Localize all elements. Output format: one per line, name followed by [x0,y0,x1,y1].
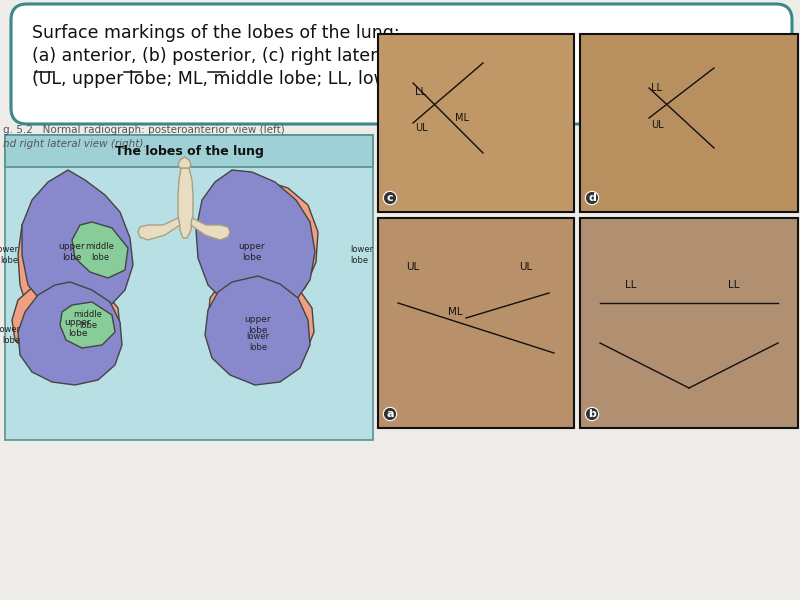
Text: upper
lobe: upper lobe [245,316,271,335]
Text: (a) anterior, (b) posterior, (c) right lateral and (d) left lateral.: (a) anterior, (b) posterior, (c) right l… [32,47,562,65]
Polygon shape [12,278,120,360]
Polygon shape [208,272,314,370]
Polygon shape [196,170,315,313]
Text: middle
lobe: middle lobe [74,310,102,329]
Polygon shape [210,180,318,305]
Text: ML: ML [448,307,462,317]
Text: lower
lobe: lower lobe [0,245,18,265]
Polygon shape [60,302,115,348]
Text: lower
lobe: lower lobe [246,332,270,352]
Text: UL: UL [406,262,419,272]
Text: nd right lateral view (right).: nd right lateral view (right). [3,139,146,149]
Text: g. 5.2   Normal radiograph: posteroanterior view (left): g. 5.2 Normal radiograph: posteroanterio… [3,125,285,135]
Text: ML: ML [455,113,469,123]
Text: LL: LL [415,87,426,97]
Text: LL: LL [651,83,662,93]
Text: LL: LL [625,280,637,290]
Text: middle
lobe: middle lobe [86,242,114,262]
Text: b: b [588,409,596,419]
Text: UL: UL [651,120,664,130]
Bar [5,135,373,167]
Polygon shape [138,218,180,240]
Text: upper
lobe: upper lobe [238,242,266,262]
Text: lower
lobe: lower lobe [350,245,373,265]
Text: c: c [386,193,394,203]
Text: upper
lobe: upper lobe [58,242,86,262]
Text: d: d [588,193,596,203]
Text: (UL, upper lobe; ML, middle lobe; LL, lower lobe).: (UL, upper lobe; ML, middle lobe; LL, lo… [32,70,462,88]
Polygon shape [22,170,133,315]
Polygon shape [72,222,128,278]
Bar [580,218,798,428]
Text: LL: LL [728,280,739,290]
Text: UL: UL [415,123,428,133]
Polygon shape [18,282,122,385]
Text: a: a [386,409,394,419]
Bar [5,135,373,440]
Bar [378,218,574,428]
FancyBboxPatch shape [11,4,792,124]
Polygon shape [205,276,310,385]
Polygon shape [18,185,122,310]
Polygon shape [178,168,193,238]
Text: upper
lobe: upper lobe [65,318,91,338]
Polygon shape [191,218,230,240]
Text: Surface markings of the lobes of the lung:: Surface markings of the lobes of the lun… [32,24,400,42]
Text: The lobes of the lung: The lobes of the lung [114,145,263,157]
Text: UL: UL [519,262,532,272]
Text: lower
lobe: lower lobe [0,325,20,344]
Bar [378,34,574,212]
Polygon shape [178,157,191,168]
Bar [580,34,798,212]
